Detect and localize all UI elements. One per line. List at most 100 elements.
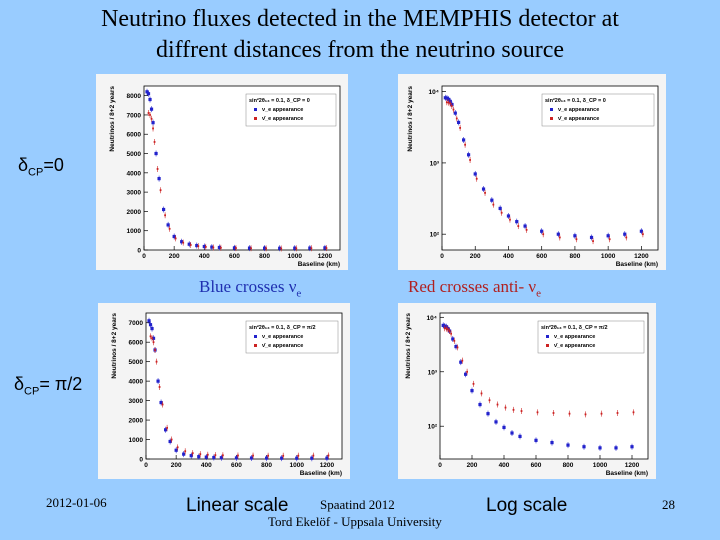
caption-red-crosses: Red crosses anti- νe bbox=[408, 277, 541, 299]
y-tick-label: 6000 bbox=[127, 132, 142, 139]
legend-box bbox=[245, 93, 337, 127]
x-tick-label: 800 bbox=[569, 253, 580, 260]
y-tick-label: 3000 bbox=[129, 398, 144, 405]
x-tick-label: 1000 bbox=[288, 253, 303, 260]
y-tick-label: 2000 bbox=[127, 209, 142, 216]
legend-title: sin²2θ₁₃ = 0.1, δ_CP = π/2 bbox=[541, 324, 608, 331]
y-axis-label: Neutrinos / 8+2 years bbox=[405, 313, 412, 379]
title-line-1: Neutrino fluxes detected in the MEMPHIS … bbox=[101, 6, 619, 32]
y-tick-label: 10⁴ bbox=[429, 89, 439, 96]
y-tick-label: 5000 bbox=[127, 151, 142, 158]
y-tick-label: 2000 bbox=[129, 418, 144, 425]
author: Tord Ekelöf - Uppsala University bbox=[268, 514, 442, 529]
y-tick-label: 7000 bbox=[129, 320, 144, 327]
delta-value: = π/2 bbox=[39, 374, 83, 394]
y-tick-label: 1000 bbox=[129, 437, 144, 444]
x-tick-label: 1200 bbox=[625, 462, 640, 469]
caption-blue-sub: e bbox=[296, 287, 302, 300]
x-tick-label: 0 bbox=[440, 253, 444, 260]
x-tick-label: 400 bbox=[201, 462, 212, 469]
legend-entry: ν_e appearance bbox=[558, 107, 599, 113]
x-tick-label: 400 bbox=[503, 253, 514, 260]
x-axis-label: Baseline (km) bbox=[300, 470, 342, 477]
x-tick-label: 0 bbox=[142, 253, 146, 260]
event-name: Spaatind 2012 bbox=[320, 497, 395, 512]
x-tick-label: 0 bbox=[144, 462, 148, 469]
legend-entry: ν̄_e appearance bbox=[558, 116, 599, 122]
x-tick-label: 1000 bbox=[601, 253, 616, 260]
x-tick-label: 400 bbox=[199, 253, 210, 260]
legend-marker bbox=[254, 117, 257, 120]
y-tick-label: 0 bbox=[137, 248, 141, 255]
linear-scale-label: Linear scale bbox=[186, 495, 289, 516]
chart-log-deltapi2: 0 200 400 600 800 1000 1200 10² 10³ 10⁴ Baseline (… bbox=[405, 312, 649, 477]
x-tick-label: 200 bbox=[470, 253, 481, 260]
x-tick-label: 1200 bbox=[318, 253, 333, 260]
y-tick-label: 3000 bbox=[127, 190, 142, 197]
caption-red-sub: e bbox=[536, 287, 541, 300]
y-tick-label: 0 bbox=[139, 457, 143, 464]
x-tick-label: 200 bbox=[169, 253, 180, 260]
y-tick-label: 8000 bbox=[127, 93, 142, 100]
x-tick-label: 1200 bbox=[320, 462, 335, 469]
y-axis-label: Neutrinos / 8+2 years bbox=[111, 313, 118, 379]
y-axis-label: Neutrinos / 8+2 years bbox=[109, 86, 116, 152]
y-tick-label: 10² bbox=[428, 424, 438, 431]
chart-panel-log-deltapi2: 0 200 400 600 800 1000 1200 10² 10³ 10⁴ Baseline (… bbox=[398, 303, 656, 479]
x-tick-label: 1000 bbox=[593, 462, 608, 469]
legend-box bbox=[537, 320, 645, 354]
caption-blue-text: Blue crosses ν bbox=[199, 277, 297, 296]
delta-symbol: δ bbox=[14, 374, 25, 394]
x-tick-label: 600 bbox=[229, 253, 240, 260]
chart-linear-delta0: 0 200 400 600 800 1000 1200 0 1000 2000 3000 4000 50… bbox=[109, 85, 341, 268]
y-tick-label: 5000 bbox=[129, 359, 144, 366]
chart-panel-log-delta0: 0 200 400 600 800 1000 1200 10² 10³ 10⁴ Baseline (… bbox=[398, 74, 666, 270]
x-tick-label: 600 bbox=[536, 253, 547, 260]
legend-entry: ν_e appearance bbox=[262, 334, 303, 340]
caption-blue-crosses: Blue crosses νe bbox=[199, 277, 301, 299]
legend-title: sin²2θ₁₃ = 0.1, δ_CP = π/2 bbox=[249, 324, 316, 331]
y-tick-label: 10³ bbox=[428, 369, 438, 376]
x-tick-label: 1000 bbox=[290, 462, 305, 469]
legend-marker bbox=[550, 117, 553, 120]
delta-value: =0 bbox=[43, 155, 64, 175]
y-tick-label: 4000 bbox=[129, 379, 144, 386]
legend-box bbox=[245, 320, 339, 354]
x-tick-label: 200 bbox=[467, 462, 478, 469]
x-tick-label: 800 bbox=[259, 253, 270, 260]
log-scale-label: Log scale bbox=[486, 495, 568, 516]
y-tick-label: 1000 bbox=[127, 228, 142, 235]
x-tick-label: 1200 bbox=[634, 253, 649, 260]
x-tick-label: 0 bbox=[438, 462, 442, 469]
x-tick-label: 600 bbox=[531, 462, 542, 469]
y-tick-label: 10⁴ bbox=[427, 315, 437, 322]
title-line-2: diffrent distances from the neutrino sou… bbox=[155, 37, 565, 63]
x-tick-label: 600 bbox=[231, 462, 242, 469]
legend-box bbox=[541, 93, 655, 127]
x-axis-label: Baseline (km) bbox=[298, 261, 340, 268]
legend-marker bbox=[254, 335, 257, 338]
x-axis-label: Baseline (km) bbox=[606, 470, 648, 477]
chart-panel-linear-deltapi2: 0 200 400 600 800 1000 1200 0 1000 2000 3000 4000 50… bbox=[98, 303, 350, 479]
legend-entry: ν̄_e appearance bbox=[262, 343, 303, 349]
x-tick-label: 400 bbox=[499, 462, 510, 469]
y-tick-label: 4000 bbox=[127, 170, 142, 177]
legend-entry: ν_e appearance bbox=[262, 107, 303, 113]
x-tick-label: 200 bbox=[171, 462, 182, 469]
y-tick-label: 10³ bbox=[430, 160, 440, 167]
legend-marker bbox=[254, 344, 257, 347]
delta-symbol: δ bbox=[18, 155, 29, 175]
legend-marker bbox=[546, 335, 549, 338]
chart-linear-deltapi2: 0 200 400 600 800 1000 1200 0 1000 2000 3000 4000 50… bbox=[111, 312, 343, 477]
legend-marker bbox=[546, 344, 549, 347]
legend-entry: ν̄_e appearance bbox=[554, 343, 595, 349]
slide-title: Neutrino fluxes detected in the MEMPHIS … bbox=[0, 4, 720, 66]
chart-panel-linear-delta0: 0 200 400 600 800 1000 1200 0 1000 2000 3000 4000 50… bbox=[96, 74, 348, 270]
x-tick-label: 800 bbox=[563, 462, 574, 469]
chart-log-delta0: 0 200 400 600 800 1000 1200 10² 10³ 10⁴ Baseline (… bbox=[407, 85, 659, 268]
delta-subscript: CP bbox=[24, 385, 40, 398]
x-tick-label: 800 bbox=[261, 462, 272, 469]
legend-title: sin²2θ₁₃ = 0.1, δ_CP = 0 bbox=[249, 97, 310, 104]
page-number: 28 bbox=[662, 497, 675, 512]
legend-title: sin²2θ₁₃ = 0.1, δ_CP = 0 bbox=[545, 97, 606, 104]
